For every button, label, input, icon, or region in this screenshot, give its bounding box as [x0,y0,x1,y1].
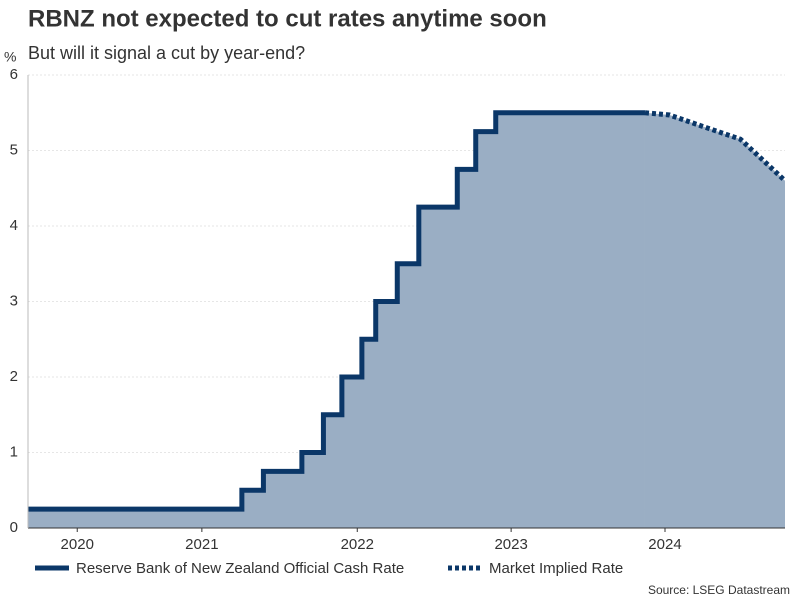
x-tick-label: 2024 [648,536,681,553]
x-tick-label: 2023 [494,536,527,553]
legend-label: Market Implied Rate [489,560,623,577]
y-tick-label: 1 [10,443,18,460]
area [28,112,645,528]
line [644,110,787,183]
legend-label: Reserve Bank of New Zealand Official Cas… [76,560,404,577]
chart-subtitle: But will it signal a cut by year-end? [28,43,305,63]
chart-title: RBNZ not expected to cut rates anytime s… [28,5,547,32]
y-tick-label: 6 [10,66,18,83]
y-tick-label: 0 [10,519,18,536]
y-tick-label: 2 [10,368,18,385]
y-tick-label: 3 [10,292,18,309]
y-axis-label: % [4,49,16,65]
y-tick-label: 5 [10,141,18,158]
line [28,110,645,512]
x-tick-label: 2021 [185,536,218,553]
y-tick-label: 4 [10,217,18,234]
source: Source: LSEG Datastream [648,583,790,597]
x-tick-label: 2020 [61,536,94,553]
area [644,112,785,528]
x-tick-label: 2022 [341,536,374,553]
